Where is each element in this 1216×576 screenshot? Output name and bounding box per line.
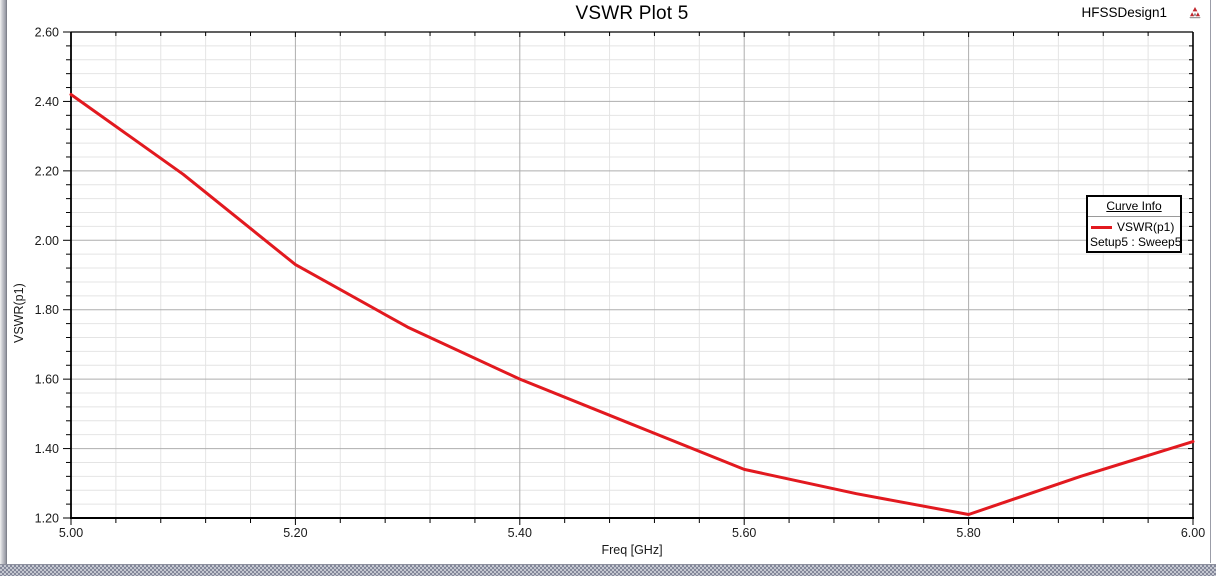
x-tick-label: 5.20 <box>283 526 307 540</box>
x-tick-label: 5.60 <box>732 526 756 540</box>
y-tick-label: 1.80 <box>35 303 59 317</box>
legend-box[interactable]: Curve Info VSWR(p1) Setup5 : Sweep5 <box>1086 195 1182 253</box>
y-tick-label: 1.20 <box>35 512 59 526</box>
legend-title: Curve Info <box>1106 199 1162 213</box>
design-name-label: HFSSDesign1 <box>1081 5 1167 20</box>
y-tick-label: 2.60 <box>35 26 59 40</box>
legend-entry[interactable]: VSWR(p1) <box>1088 217 1180 234</box>
x-axis-title: Freq [GHz] <box>601 543 663 557</box>
y-tick-label: 2.20 <box>35 164 59 178</box>
legend-curve-label: VSWR(p1) <box>1117 220 1175 234</box>
plot-title: VSWR Plot 5 <box>575 3 689 24</box>
window-resize-grip-strip <box>0 564 1216 576</box>
legend-sweep-label: Setup5 : Sweep5 <box>1090 235 1182 249</box>
y-tick-label: 1.40 <box>35 442 59 456</box>
window-edge-left <box>0 0 7 575</box>
vswr-curve[interactable] <box>69 93 1195 516</box>
y-tick-label: 2.00 <box>35 234 59 248</box>
ansys-triangle-logo-icon <box>1188 6 1202 20</box>
y-tick-label: 1.60 <box>35 373 59 387</box>
design-tag: HFSSDesign1 <box>1081 5 1202 20</box>
x-tick-label: 5.40 <box>508 526 532 540</box>
legend-separator <box>1088 216 1180 217</box>
x-tick-label: 6.00 <box>1181 526 1205 540</box>
y-tick-label: 2.40 <box>35 95 59 109</box>
legend-curve-swatch <box>1091 225 1112 229</box>
window-edge-right <box>1210 0 1211 563</box>
x-tick-label: 5.80 <box>956 526 980 540</box>
x-tick-label: 5.00 <box>59 526 83 540</box>
